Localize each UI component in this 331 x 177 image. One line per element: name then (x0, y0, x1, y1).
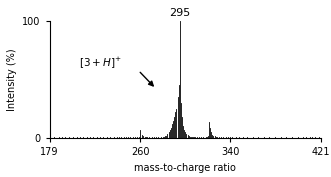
Text: 295: 295 (169, 8, 190, 18)
X-axis label: mass-to-charge ratio: mass-to-charge ratio (134, 163, 236, 173)
Text: $[3 + H]^{+}$: $[3 + H]^{+}$ (79, 55, 121, 70)
Y-axis label: Intensity (%): Intensity (%) (7, 48, 17, 111)
